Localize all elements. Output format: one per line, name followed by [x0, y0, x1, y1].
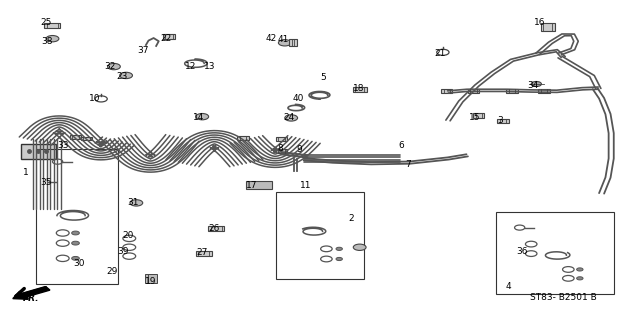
Circle shape [285, 115, 298, 121]
Polygon shape [468, 89, 479, 93]
Text: 37: 37 [138, 46, 149, 55]
Circle shape [336, 247, 342, 250]
Text: 40: 40 [292, 94, 304, 103]
Text: 31: 31 [127, 198, 139, 207]
Circle shape [108, 63, 120, 70]
Text: 20: 20 [122, 231, 134, 240]
Polygon shape [276, 149, 287, 153]
Text: 14: 14 [193, 113, 204, 122]
Text: 13: 13 [204, 62, 216, 71]
Text: 35: 35 [40, 178, 52, 187]
Text: 5: 5 [321, 73, 326, 82]
Polygon shape [237, 136, 249, 140]
Polygon shape [497, 119, 509, 123]
Text: 1: 1 [23, 168, 28, 177]
Circle shape [196, 113, 209, 120]
Polygon shape [163, 34, 175, 39]
Text: ST83- B2501 B: ST83- B2501 B [530, 293, 596, 302]
Circle shape [72, 256, 79, 260]
Text: 11: 11 [300, 181, 311, 190]
Text: 16: 16 [534, 18, 545, 27]
Polygon shape [353, 87, 367, 92]
Text: 26: 26 [209, 224, 220, 233]
Text: 41: 41 [278, 35, 289, 44]
Circle shape [577, 277, 583, 280]
Text: 15: 15 [469, 113, 481, 122]
Text: 24: 24 [284, 113, 295, 122]
Text: 19: 19 [145, 277, 157, 286]
Text: FR.: FR. [22, 294, 39, 303]
Text: 27: 27 [196, 248, 207, 256]
Polygon shape [473, 113, 484, 118]
Polygon shape [538, 89, 550, 93]
Polygon shape [45, 23, 61, 28]
Text: 25: 25 [40, 18, 52, 27]
Text: 38: 38 [42, 37, 53, 46]
Circle shape [46, 36, 59, 42]
Text: 39: 39 [117, 247, 129, 256]
Text: 6: 6 [399, 141, 404, 150]
Circle shape [353, 244, 366, 250]
Polygon shape [70, 135, 81, 139]
Text: 4: 4 [506, 282, 511, 291]
Polygon shape [289, 39, 297, 46]
FancyBboxPatch shape [21, 144, 56, 158]
Text: 34: 34 [527, 81, 539, 90]
Text: 10: 10 [89, 94, 100, 103]
Circle shape [278, 40, 291, 46]
Text: 30: 30 [74, 259, 85, 268]
Circle shape [577, 268, 583, 271]
Text: 32: 32 [104, 62, 116, 71]
Text: 23: 23 [116, 72, 127, 81]
FancyArrow shape [13, 287, 50, 299]
Text: 7: 7 [406, 160, 411, 169]
Circle shape [531, 81, 541, 87]
Polygon shape [541, 23, 555, 31]
Text: 17: 17 [246, 181, 258, 190]
Text: 29: 29 [106, 267, 118, 275]
Polygon shape [196, 251, 211, 256]
Circle shape [130, 200, 143, 206]
Text: 3: 3 [498, 116, 503, 125]
Circle shape [72, 231, 79, 235]
Text: 12: 12 [185, 62, 196, 71]
Circle shape [120, 72, 132, 79]
Text: 36: 36 [516, 247, 528, 256]
Text: 18: 18 [353, 84, 364, 93]
Text: 2: 2 [348, 214, 353, 223]
Text: 8: 8 [278, 145, 283, 153]
Text: 9: 9 [297, 146, 302, 154]
Text: 42: 42 [265, 34, 276, 42]
Polygon shape [506, 89, 518, 93]
Text: 22: 22 [161, 34, 172, 42]
FancyBboxPatch shape [246, 181, 272, 189]
Circle shape [72, 241, 79, 245]
Circle shape [336, 257, 342, 261]
Polygon shape [276, 137, 287, 141]
FancyBboxPatch shape [145, 274, 154, 283]
Polygon shape [81, 137, 92, 140]
Polygon shape [441, 89, 452, 93]
FancyBboxPatch shape [148, 274, 157, 283]
Text: 33: 33 [57, 141, 68, 150]
Text: 21: 21 [435, 49, 446, 58]
Polygon shape [209, 226, 225, 231]
